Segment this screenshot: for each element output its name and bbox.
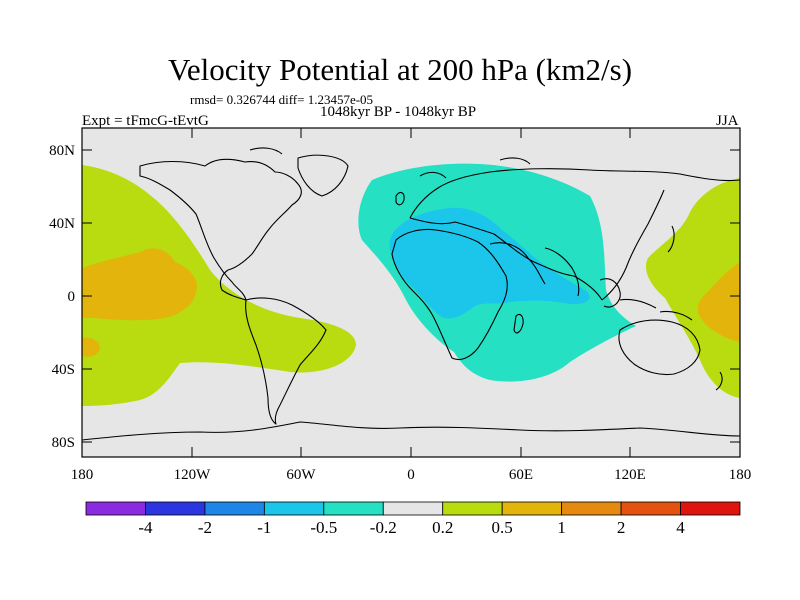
plot-title: Velocity Potential at 200 hPa (km2/s) — [167, 52, 633, 87]
coastlines — [82, 147, 740, 441]
coast-africa — [391, 228, 508, 361]
lon-label: 120W — [174, 467, 212, 483]
period-text: 1048kyr BP - 1048kyr BP — [320, 104, 477, 120]
season-label: JJA — [716, 113, 739, 129]
lat-label: 40S — [52, 362, 75, 378]
colorbar-label: 2 — [616, 518, 626, 537]
coast-japan — [667, 225, 675, 253]
colorbar-box — [501, 501, 563, 516]
colorbar-box — [442, 501, 503, 516]
positive-core-west — [82, 248, 197, 357]
coast-arabia-india — [489, 242, 580, 297]
stats-text: rmsd= 0.326744 diff= 1.23457e-05 — [190, 92, 374, 107]
coast-arctic-islands — [249, 147, 531, 179]
colorbar-box — [561, 501, 622, 516]
colorbar-label: 0.2 — [432, 518, 454, 537]
colorbar-box — [263, 501, 325, 516]
coast-madagascar — [513, 313, 524, 334]
colorbar-label: -4 — [138, 518, 153, 537]
contour-fills — [82, 163, 740, 406]
colorbar-box — [680, 501, 741, 516]
coast-antarctica — [82, 421, 740, 441]
lon-label: 60W — [286, 467, 316, 483]
colorbar-label: 0.5 — [491, 518, 513, 537]
positive-region-west — [82, 165, 356, 406]
coast-british-isles — [395, 191, 405, 206]
coast-australia — [618, 319, 701, 376]
coast-north-america — [139, 158, 302, 301]
colorbar-label: 4 — [676, 518, 685, 537]
lat-axis — [82, 149, 740, 443]
lon-label: 0 — [407, 467, 415, 483]
lon-axis — [81, 128, 741, 457]
colorbar — [85, 501, 741, 516]
lon-label: 180 — [729, 467, 752, 483]
colorbar-box — [382, 501, 444, 516]
lat-label: 80N — [49, 143, 75, 159]
lat-labels: 80N 40N 0 40S 80S — [49, 143, 75, 451]
coast-south-america — [245, 297, 327, 425]
lat-label: 80S — [52, 435, 75, 451]
lon-label: 120E — [614, 467, 646, 483]
colorbar-label: -1 — [257, 518, 272, 537]
lat-label: 40N — [49, 216, 75, 232]
lon-label: 180 — [71, 467, 94, 483]
coast-new-zealand — [715, 371, 723, 391]
colorbar-label: -2 — [197, 518, 212, 537]
colorbar-label: 1 — [557, 518, 566, 537]
lat-label: 0 — [68, 289, 76, 305]
colorbar-label: -0.2 — [369, 518, 397, 537]
positive-core-east — [697, 262, 740, 342]
colorbar-box — [145, 501, 206, 516]
colorbar-box — [323, 501, 384, 516]
lon-label: 60E — [509, 467, 533, 483]
colorbar-box — [85, 501, 146, 516]
lon-labels: 180 120W 60W 0 60E 120E 180 — [71, 467, 752, 483]
colorbar-box — [204, 501, 265, 516]
coast-se-asia — [599, 278, 693, 321]
colorbar-label: -0.5 — [310, 518, 338, 537]
negative-core — [389, 207, 590, 319]
coast-greenland — [297, 154, 349, 197]
colorbar-box — [620, 501, 681, 516]
experiment-label: Expt = tFmcG-tEvtG — [82, 113, 209, 129]
positive-region-east — [645, 178, 740, 398]
